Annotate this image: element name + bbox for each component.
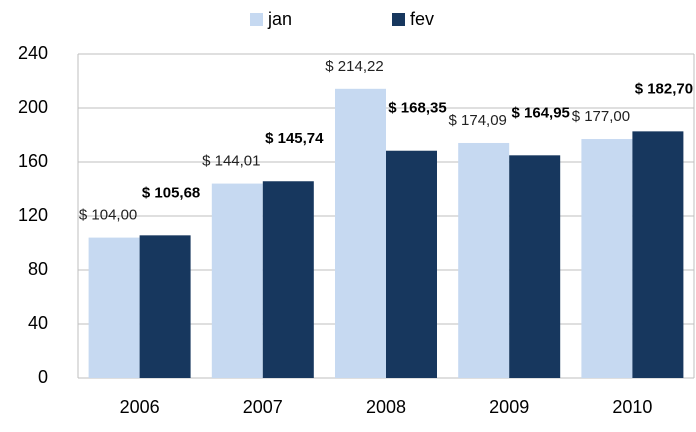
data-label: $ 168,35: [388, 100, 446, 117]
data-label: $ 105,68: [142, 184, 200, 201]
bar: [139, 235, 191, 378]
bar: [509, 155, 561, 378]
y-tick-label: 40: [28, 313, 48, 333]
y-tick-label: 120: [18, 205, 48, 225]
data-label: $ 164,95: [512, 104, 570, 121]
data-label: $ 182,70: [635, 80, 693, 97]
legend-label: fev: [410, 9, 434, 29]
legend-swatch: [392, 13, 405, 26]
x-tick-label: 2009: [489, 397, 529, 417]
bar: [335, 88, 386, 378]
bar: [211, 183, 263, 378]
x-tick-label: 2006: [120, 397, 160, 417]
data-label: $ 104,00: [79, 207, 137, 224]
legend-swatch: [250, 13, 263, 26]
y-tick-label: 0: [38, 367, 48, 387]
data-label: $ 177,00: [572, 108, 630, 125]
y-tick-label: 240: [18, 43, 48, 63]
bar: [632, 131, 684, 378]
bar: [262, 181, 314, 378]
x-tick-label: 2008: [366, 397, 406, 417]
data-label: $ 174,09: [449, 112, 507, 129]
bar: [581, 139, 633, 378]
data-label: $ 214,22: [325, 58, 383, 75]
y-tick-label: 160: [18, 151, 48, 171]
y-tick-label: 80: [28, 259, 48, 279]
data-label: $ 145,74: [265, 130, 324, 147]
bar: [88, 237, 140, 378]
legend-label: jan: [267, 9, 292, 29]
x-tick-label: 2010: [612, 397, 652, 417]
bar: [458, 142, 510, 378]
x-tick-label: 2007: [243, 397, 283, 417]
data-label: $ 144,01: [202, 153, 260, 170]
bar: [386, 150, 437, 378]
y-tick-label: 200: [18, 97, 48, 117]
